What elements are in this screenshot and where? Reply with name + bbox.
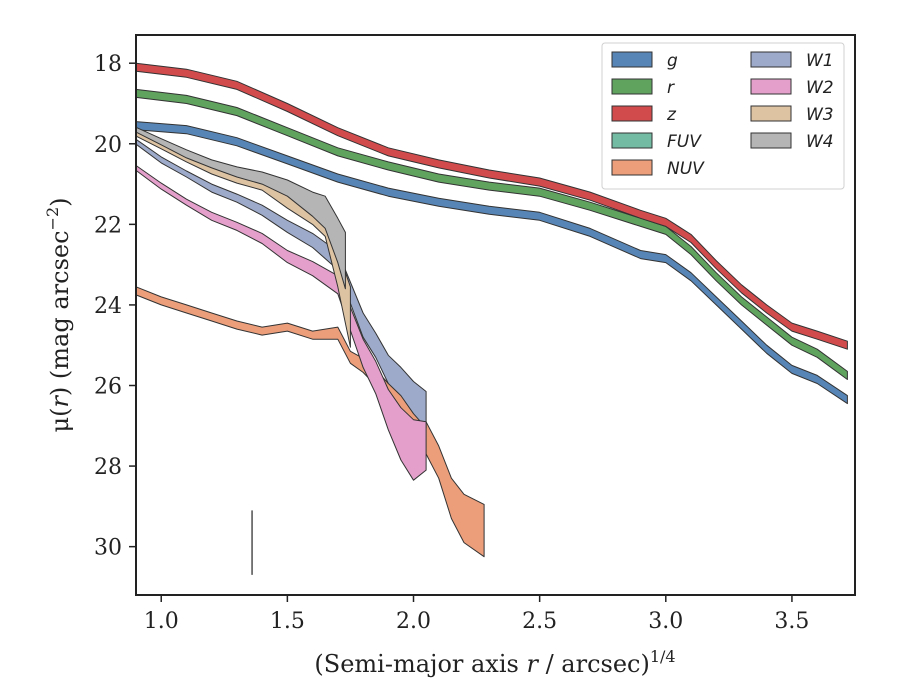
legend-swatch-z [611,105,653,122]
x-tick-label: 2.0 [396,609,431,634]
series-band-w2 [135,165,427,481]
y-tick-label: 18 [94,52,122,77]
series-band-w4 [135,126,346,290]
y-axis-ticks: 18 20 22 24 26 28 30 [94,52,136,561]
legend-label-g: g [667,51,678,71]
y-axis-label-tail: ) (mag arcsec [46,230,74,396]
legend-label-fuv: FUV [667,132,702,152]
legend-swatch-w3 [750,105,792,122]
y-tick-label: 26 [94,375,122,400]
legend-swatch-nuv [611,159,653,176]
x-axis-label-sup: 1/4 [650,647,676,666]
x-axis-label: (Semi-major axis r / arcsec)1/4 [314,647,675,678]
y-axis-label-var: r [46,395,74,408]
legend-swatch-w4 [750,132,792,149]
legend-swatch-fuv [611,132,653,149]
legend-label-w3: W3 [806,105,834,125]
legend-label-nuv: NUV [667,159,705,179]
x-tick-label: 3.5 [774,609,809,634]
x-axis-label-tail: / arcsec) [538,650,650,678]
y-axis-label-close: ) [46,197,74,206]
plot-frame [135,34,856,596]
series-band-z [135,62,848,350]
legend-label-z: z [666,105,677,125]
y-tick-label: 22 [94,213,122,238]
y-axis-label-main: μ( [46,408,74,433]
y-tick-label: 30 [94,536,122,561]
series-band-r [135,88,848,380]
y-axis-label-sup: −2 [43,207,62,231]
x-axis-ticks: 1.0 1.5 2.0 2.5 3.0 3.5 [144,595,809,634]
y-axis-label: μ(r) (mag arcsec−2) [43,197,74,432]
legend-label-w1: W1 [806,51,834,71]
legend-swatch-w1 [750,51,792,68]
y-tick-label: 28 [94,455,122,480]
series-band-g [135,121,848,405]
legend: grz FUV NUV W1 W2 W3 W4 [601,42,845,190]
y-tick-label: 20 [94,133,122,158]
series-band-nuv [135,286,485,558]
x-axis-label-main: (Semi-major axis [314,650,526,678]
x-axis-label-var: r [526,650,539,678]
x-tick-label: 1.5 [270,609,305,634]
legend-label-r: r [667,78,675,98]
legend-swatch-w2 [750,78,792,95]
legend-swatch-r [611,78,653,95]
x-tick-label: 1.0 [144,609,179,634]
y-tick-label: 24 [94,294,122,319]
legend-label-w4: W4 [806,132,834,152]
x-tick-label: 2.5 [522,609,557,634]
legend-label-w2: W2 [806,78,834,98]
legend-swatch-g [611,51,653,68]
series-areas [135,62,848,558]
x-tick-label: 3.0 [648,609,683,634]
